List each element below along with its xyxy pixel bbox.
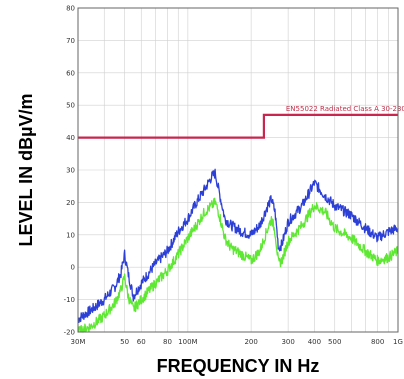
limit-line-group: EN55022 Radiated Class A 30-230Mhz — [78, 105, 404, 139]
x-tick-label: 500 — [328, 338, 341, 346]
y-tick-label: -20 — [64, 329, 75, 337]
x-tick-label: 800 — [371, 338, 384, 346]
y-ticks: 80 70 60 50 40 30 20 10 0 -10 -20 — [64, 5, 75, 337]
plot-frame — [77, 7, 399, 333]
x-tick-label: 60 — [137, 338, 146, 346]
x-tick-label: 30M — [71, 338, 86, 346]
limit-line — [78, 113, 398, 139]
y-tick-label: 50 — [66, 102, 75, 110]
series-trace-2 — [77, 197, 399, 333]
series-trace-1 — [77, 168, 399, 324]
y-tick-label: 60 — [66, 69, 75, 77]
x-tick-label: 100M — [178, 338, 197, 346]
y-tick-label: 20 — [66, 199, 75, 207]
limit-line-label: EN55022 Radiated Class A 30-230Mhz — [286, 105, 404, 113]
y-tick-label: 0 — [71, 264, 75, 272]
x-tick-label: 400 — [308, 338, 321, 346]
y-axis-label: LEVEL IN dBµV/m — [16, 93, 36, 246]
y-tick-label: 40 — [66, 134, 75, 142]
y-tick-label: 10 — [66, 231, 75, 239]
y-tick-label: 30 — [66, 167, 75, 175]
x-tick-label: 80 — [163, 338, 172, 346]
y-tick-label: -10 — [64, 296, 75, 304]
x-tick-label: 50 — [120, 338, 129, 346]
x-tick-label: 1G — [393, 338, 403, 346]
x-ticks: 30M 50 60 80 100M 200 300 400 500 800 1G — [71, 338, 403, 346]
y-tick-label: 70 — [66, 37, 75, 45]
x-tick-label: 200 — [244, 338, 257, 346]
y-tick-label: 80 — [66, 5, 75, 13]
x-axis-label: FREQUENCY IN Hz — [157, 356, 320, 376]
x-tick-label: 300 — [281, 338, 294, 346]
series-group — [77, 168, 399, 333]
